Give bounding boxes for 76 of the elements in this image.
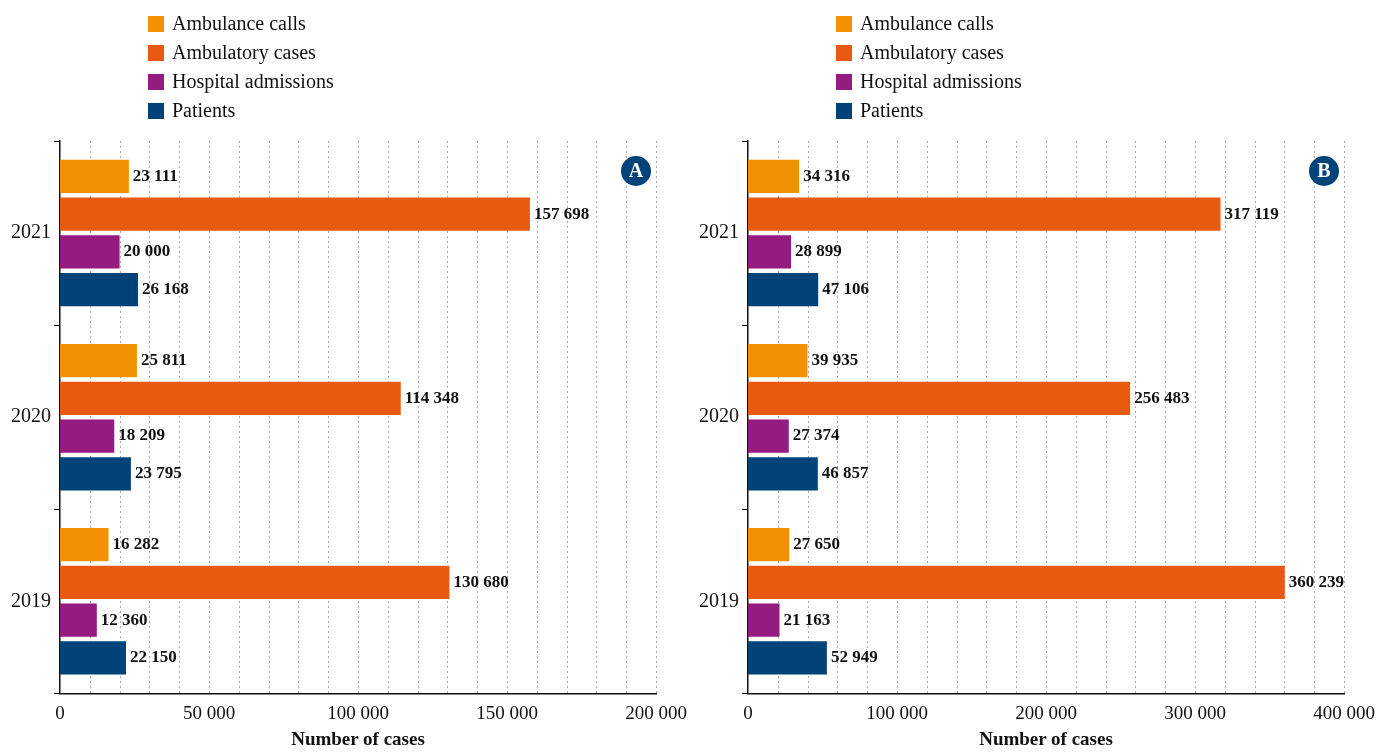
bar [748, 419, 789, 453]
x-tick-label: 100 000 [866, 701, 928, 723]
legend-label: Hospital admissions [172, 70, 334, 93]
bar [748, 603, 780, 637]
data-label: 256 483 [1134, 387, 1190, 407]
y-tick-label: 2020 [699, 404, 739, 427]
bar [748, 273, 819, 307]
x-tick-label: 100 000 [327, 701, 389, 723]
x-tick-label: 150 000 [476, 701, 538, 723]
bar [748, 381, 1131, 415]
legend-label: Hospital admissions [860, 70, 1022, 93]
y-tick-label: 2021 [11, 220, 51, 243]
legend-label: Ambulance calls [172, 12, 306, 35]
y-tick-label: 2021 [699, 220, 739, 243]
data-label: 27 374 [792, 425, 841, 445]
data-label: 12 360 [100, 609, 148, 629]
data-label: 114 348 [404, 387, 460, 407]
y-tick-label: 2020 [11, 404, 51, 427]
y-tick-label: 2019 [11, 588, 51, 611]
data-label: 22 150 [130, 647, 177, 667]
data-label: 39 935 [811, 349, 859, 369]
x-axis-title: Number of cases [291, 727, 425, 749]
bar [748, 159, 800, 194]
bar [60, 528, 109, 562]
bar [748, 565, 1285, 600]
data-label: 23 111 [132, 165, 178, 185]
bar [60, 457, 131, 491]
x-tick-label: 300 000 [1164, 701, 1226, 723]
bar [60, 273, 138, 307]
legend-label: Ambulance calls [860, 12, 994, 35]
bar [748, 235, 792, 269]
data-label: 34 316 [803, 165, 850, 185]
bar [60, 565, 450, 600]
x-tick-label: 50 000 [182, 701, 236, 723]
bar [60, 197, 530, 231]
bar [748, 197, 1221, 231]
bar [60, 419, 115, 453]
x-tick-label: 400 000 [1313, 701, 1375, 723]
bar [748, 457, 818, 491]
data-label: 46 857 [821, 463, 870, 483]
legend-label: Ambulatory cases [860, 41, 1004, 64]
x-tick-label: 0 [743, 701, 753, 723]
data-label: 27 650 [793, 534, 840, 554]
data-label: 130 680 [453, 571, 509, 591]
x-tick-label: 0 [55, 701, 65, 723]
annotation: B [1317, 159, 1331, 182]
data-label: 20 000 [123, 241, 171, 261]
x-tick-label: 200 000 [625, 701, 687, 723]
data-label: 157 698 [533, 203, 590, 223]
data-label: 52 949 [830, 647, 878, 667]
y-tick-label: 2019 [699, 588, 739, 611]
data-label: 317 119 [1224, 203, 1279, 223]
x-tick-label: 200 000 [1015, 701, 1077, 723]
data-label: 28 899 [795, 241, 842, 261]
x-axis-title: Number of cases [979, 727, 1113, 749]
data-label: 16 282 [112, 534, 160, 554]
legend-label: Ambulatory cases [172, 41, 316, 64]
data-label: 23 795 [134, 463, 182, 483]
bar [60, 343, 137, 378]
annotation: A [628, 159, 644, 182]
legend-label: Patients [860, 99, 924, 122]
bar [60, 641, 127, 675]
bar [748, 528, 790, 562]
bar [60, 381, 401, 415]
data-label: 26 168 [141, 279, 189, 299]
legend-label: Patients [172, 99, 236, 122]
bar [60, 159, 129, 194]
bar [60, 603, 97, 637]
bar [748, 343, 808, 378]
bar [60, 235, 120, 269]
data-label: 21 163 [783, 609, 831, 629]
data-label: 18 209 [118, 425, 166, 445]
data-label: 360 239 [1288, 571, 1345, 591]
data-label: 47 106 [822, 279, 869, 299]
data-label: 25 811 [140, 349, 187, 369]
bar [748, 641, 827, 675]
